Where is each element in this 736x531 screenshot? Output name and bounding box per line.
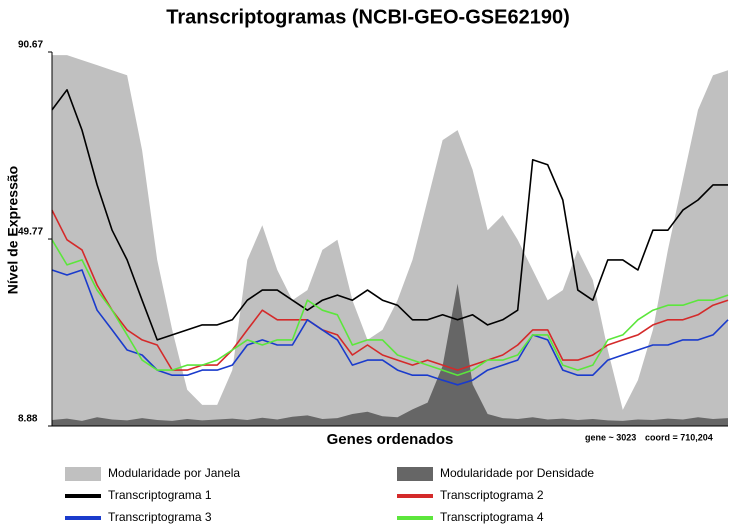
legend-swatch — [65, 467, 101, 481]
legend-label: Transcriptograma 2 — [440, 488, 544, 502]
line — [51, 239, 729, 376]
y-tick-label: 49.77 — [18, 227, 43, 238]
legend-swatch — [397, 467, 433, 481]
y-tick-label: 8.88 — [18, 414, 38, 425]
y-axis-label: Nível de Expressão — [5, 166, 21, 294]
legend-label: Transcriptograma 1 — [108, 488, 212, 502]
x-axis-label: Genes ordenados — [327, 431, 454, 448]
legend-label: Transcriptograma 3 — [108, 510, 212, 524]
line — [51, 209, 729, 371]
chart-title: Transcriptogramas (NCBI-GEO-GSE62190) — [166, 6, 569, 28]
area — [52, 55, 728, 426]
annotation: coord = 710,204 — [645, 432, 713, 442]
legend-label: Modularidade por Janela — [108, 466, 240, 480]
legend-label: Modularidade por Densidade — [440, 466, 594, 480]
legend-label: Transcriptograma 4 — [440, 510, 544, 524]
annotation: gene ~ 3023 — [585, 432, 636, 442]
line — [51, 269, 729, 386]
y-tick-label: 90.67 — [18, 40, 43, 51]
line — [51, 89, 728, 341]
